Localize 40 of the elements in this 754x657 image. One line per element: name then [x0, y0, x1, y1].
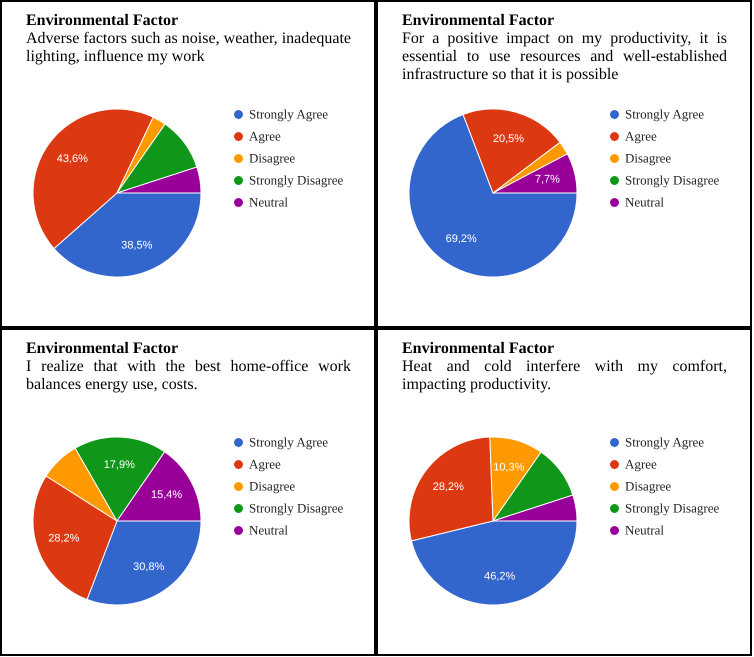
legend-label: Disagree — [249, 150, 296, 166]
data-label: 30,8% — [133, 561, 165, 574]
legend-label: Neutral — [625, 522, 664, 538]
data-label: 17,9% — [104, 459, 136, 472]
legend-label: Strongly Agree — [625, 434, 704, 450]
legend-label: Disagree — [249, 478, 296, 494]
chart-title: Environmental Factor — [402, 340, 556, 358]
legend-label: Strongly Disagree — [249, 500, 344, 516]
legend-label: Strongly Agree — [249, 434, 328, 450]
legend-label: Agree — [625, 456, 657, 472]
chart-subtitle: For a positive impact on my productivity, it is essential to use resources and well-established infrastructure so that it is possible — [402, 30, 727, 85]
data-label: 28,2% — [48, 532, 80, 545]
chart-subtitle: I realize that with the best home-office work balances energy use, costs. — [26, 358, 351, 395]
chart-subtitle: Adverse factors such as noise, weather, inadequate lighting, influence my work — [26, 30, 351, 67]
legend-label: Neutral — [625, 194, 664, 210]
legend-label: Strongly Disagree — [625, 172, 720, 188]
legend-label: Neutral — [249, 194, 288, 210]
legend-label: Strongly Agree — [625, 106, 704, 122]
legend-label: Agree — [625, 128, 657, 144]
chart-title: Environmental Factor — [26, 12, 180, 30]
legend-label: Agree — [249, 128, 281, 144]
chart-title: Environmental Factor — [26, 340, 180, 358]
legend-label: Disagree — [625, 150, 672, 166]
chart-title: Environmental Factor — [402, 12, 556, 30]
legend-label: Neutral — [249, 522, 288, 538]
legend-label: Strongly Disagree — [625, 500, 720, 516]
data-label: 43,6% — [56, 153, 88, 166]
chart-subtitle: Heat and cold interfere with my comfort, impacting productivity. — [402, 358, 727, 395]
data-label: 28,2% — [432, 481, 464, 494]
data-label: 46,2% — [484, 570, 516, 583]
data-label: 69,2% — [446, 233, 478, 246]
data-label: 38,5% — [121, 239, 153, 252]
legend-label: Disagree — [625, 478, 672, 494]
legend-label: Strongly Agree — [249, 106, 328, 122]
data-label: 10,3% — [493, 461, 525, 474]
data-label: 15,4% — [150, 488, 182, 501]
legend-label: Strongly Disagree — [249, 172, 344, 188]
data-label: 7,7% — [534, 174, 560, 186]
data-label: 20,5% — [492, 133, 524, 146]
legend-label: Agree — [249, 456, 281, 472]
